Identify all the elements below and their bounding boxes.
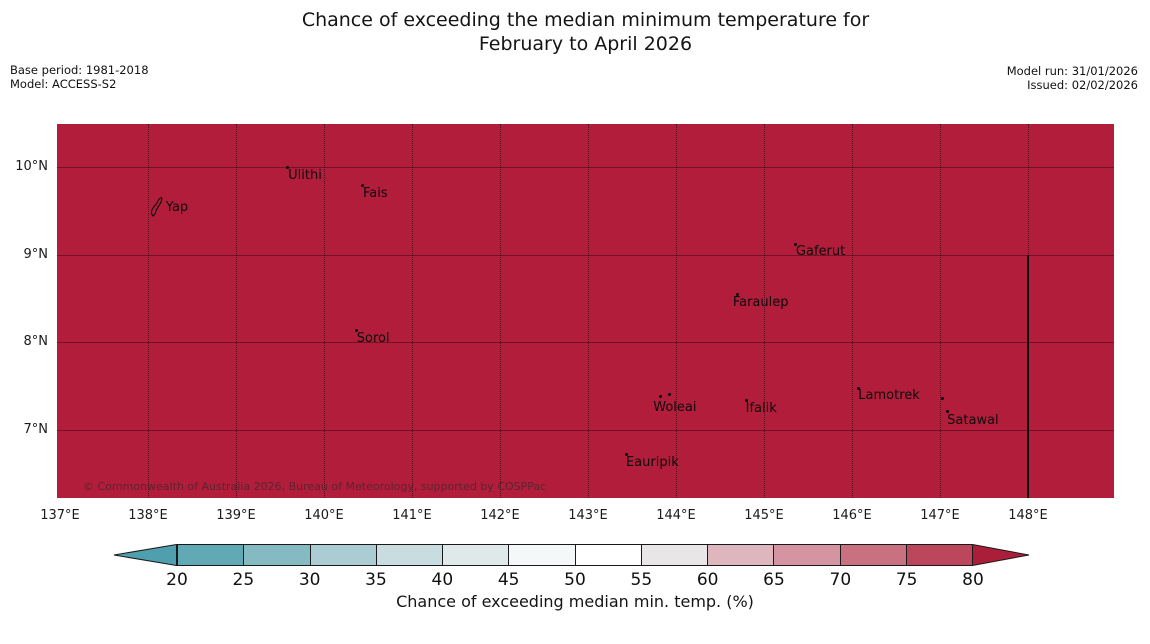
x-tick-label: 146°E [832,508,872,523]
chart-title: Chance of exceeding the median minimum t… [57,8,1114,56]
lon-gridline [500,124,501,498]
island-marker [735,293,739,296]
island-label: Fais [362,185,388,201]
island-label: Ifalik [745,400,777,416]
island-label: Satawal [947,413,999,429]
island-marker [940,397,944,401]
y-tick-label: 9°N [23,246,49,262]
island-label: Sorol [356,330,390,346]
x-tick-label: 139°E [216,508,256,523]
model-text: Model: ACCESS-S2 [10,77,117,91]
colorbar-label: Chance of exceeding median min. temp. (%… [396,592,754,611]
lat-gridline [57,167,1114,168]
lon-gridline [676,124,677,498]
lon-gridline [940,124,941,498]
colorbar-tick-label: 45 [497,570,520,590]
colorbar-segment [509,545,576,565]
colorbar-tick-label: 80 [962,570,984,590]
colorbar-tick-label: 60 [696,570,719,590]
island-marker [360,183,364,187]
colorbar-segment [708,545,775,565]
x-tick-label: 144°E [656,508,696,523]
longitude-axis: 137°E 138°E 139°E 140°E 141°E 142°E 143°E 144°E… [40,508,1114,528]
colorbar-tick-label: 30 [298,570,321,590]
x-tick-label: 140°E [304,508,344,523]
latitude-axis: 10°N 9°N 8°N 7°N [0,124,50,498]
meta-right: Model run: 31/01/2026 Issued: 02/02/2026 [1007,64,1138,92]
x-tick-label: 147°E [920,508,960,523]
island-label: Eauripik [625,455,679,471]
island-label: Faraulep [732,295,789,310]
colorbar-segment [641,545,708,565]
colorbar-tick-label: 35 [365,570,387,590]
island-marker [946,410,950,414]
x-tick-label: 137°E [40,508,80,523]
island-marker [793,243,797,247]
colorbar-segment [244,545,311,565]
lon-gridline [764,124,765,498]
lon-gridline [148,124,149,498]
island-marker [857,386,861,390]
colorbar-tick-label: 40 [431,570,454,590]
island-marker [624,453,628,457]
issued-text: Issued: 02/02/2026 [1027,78,1138,92]
lon-gridline [852,124,853,498]
island-label: Ulithi [288,168,322,184]
copyright-text: © Commonwealth of Australia 2026, Bureau… [83,480,547,493]
forecast-map: Ulithi Fais Yap Gaferut Faraulep Sorol Woleai I… [57,124,1114,498]
colorbar-segment [906,545,972,565]
yap-island-icon [150,197,163,217]
colorbar-segment [840,545,907,565]
lon-gridline [236,124,237,498]
x-tick-label: 143°E [568,508,608,523]
island-marker [286,166,290,170]
y-tick-label: 10°N [15,159,48,174]
island-marker [659,395,663,399]
colorbar-tick-label: 70 [829,570,852,590]
island-label: Woleai [653,400,697,416]
island-label: Yap [165,200,189,216]
colorbar-segment [310,545,377,565]
colorbar-segment [575,545,642,565]
chart-title-line1: Chance of exceeding the median minimum t… [301,9,870,31]
lat-gridline [57,254,1114,256]
lon-gridline [412,124,413,498]
island-label: Lamotrek [858,387,920,403]
colorbar [177,544,973,566]
lon-gridline [588,124,589,498]
colorbar-segment [774,545,841,565]
x-tick-label: 138°E [128,508,168,523]
lon-gridline [324,124,325,498]
chart-title-line2: February to April 2026 [478,33,693,55]
colorbar-tick-label: 65 [763,570,785,590]
lat-gridline [57,429,1114,431]
colorbar-ticks: 20 25 30 35 40 45 50 55 60 65 70 75 80 [0,570,1150,590]
y-tick-label: 8°N [23,334,49,349]
x-tick-label: 142°E [480,508,520,523]
x-tick-label: 148°E [1008,508,1048,523]
y-tick-label: 7°N [23,421,49,437]
island-label: Gaferut [795,244,846,260]
colorbar-tick-label: 75 [895,570,918,590]
state-boundary-line [1027,254,1029,498]
x-tick-label: 141°E [392,508,432,523]
colorbar-segment [376,545,443,565]
colorbar-tick-label: 55 [630,570,653,590]
island-marker [744,398,748,402]
island-marker [354,328,358,332]
colorbar-segment [178,545,245,565]
colorbar-tick-label: 50 [564,570,586,590]
base-period-text: Base period: 1981-2018 [10,63,149,77]
lat-gridline [57,342,1114,343]
colorbar-segment [443,545,510,565]
colorbar-over-arrow [972,544,1030,566]
meta-left: Base period: 1981-2018 Model: ACCESS-S2 [10,63,149,91]
colorbar-tick-label: 25 [232,570,255,590]
colorbar-tick-label: 20 [166,570,188,590]
colorbar-under-arrow [113,544,177,566]
model-run-text: Model run: 31/01/2026 [1006,64,1138,78]
island-marker [668,392,672,396]
x-tick-label: 145°E [744,508,784,523]
